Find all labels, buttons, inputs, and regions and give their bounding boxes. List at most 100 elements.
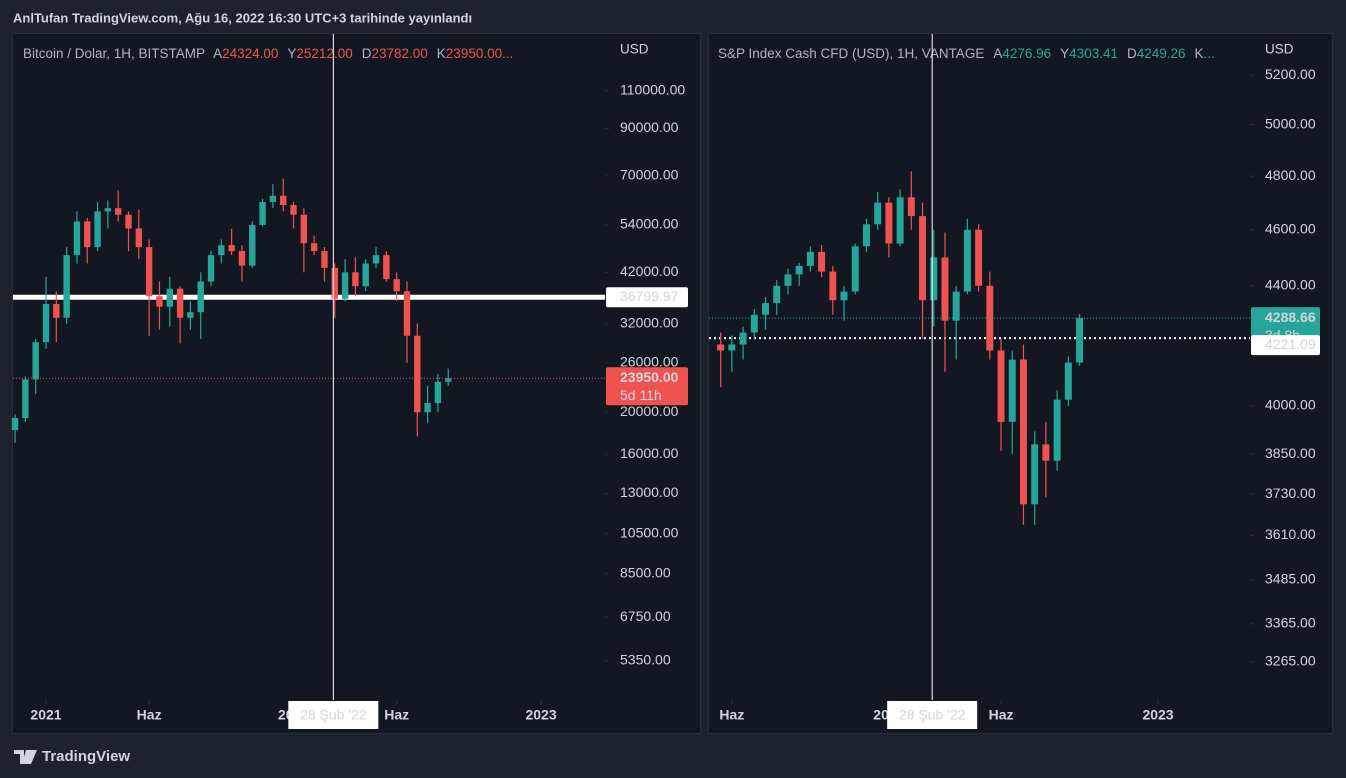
- y-tick-label: 42000.00: [620, 263, 679, 279]
- ohlc-key: Y: [1060, 46, 1069, 61]
- candle-body: [290, 205, 297, 215]
- price-line-box: [606, 287, 688, 308]
- y-tick-label: 3850.00: [1265, 445, 1316, 461]
- candle-body: [896, 197, 904, 244]
- candle-body: [352, 272, 359, 287]
- candle-body: [280, 195, 287, 206]
- ohlc-key: K: [1195, 46, 1204, 61]
- last-price-label: 23950.00: [620, 369, 679, 385]
- candle-body: [403, 291, 411, 336]
- chart-title: Bitcoin / Dolar, 1H, BITSTAMP: [23, 46, 205, 61]
- y-tick-label: 26000.00: [620, 353, 679, 369]
- x-tick-label: Haz: [989, 707, 1014, 723]
- candle-body: [115, 208, 122, 215]
- candle-body: [53, 304, 60, 318]
- panel: [12, 33, 701, 734]
- candle-body: [63, 255, 70, 318]
- candle-body: [362, 263, 369, 287]
- y-tick-label: 5000.00: [1265, 115, 1316, 131]
- candle-body: [1042, 444, 1050, 461]
- y-tick-label: 10500.00: [620, 524, 679, 540]
- ohlc-key: A: [213, 46, 222, 61]
- candle-body: [885, 202, 893, 244]
- candle-body: [1008, 359, 1016, 422]
- candle-body: [372, 255, 380, 264]
- price-line-box: [1251, 335, 1320, 356]
- ohlc-key: K: [437, 46, 446, 61]
- y-tick-label: 3265.00: [1265, 653, 1316, 669]
- candle-body: [1019, 359, 1027, 505]
- ohlc-key: Y: [287, 46, 296, 61]
- candle-body: [829, 271, 837, 301]
- candle-body: [341, 272, 349, 299]
- candle-body: [156, 296, 163, 307]
- candle-body: [310, 243, 318, 252]
- candle-body: [963, 229, 971, 292]
- ohlc-value: ...: [1204, 46, 1215, 61]
- axis-unit: USD: [620, 42, 649, 57]
- countdown: 5d 11h: [620, 387, 662, 403]
- axis-unit: USD: [1265, 42, 1294, 57]
- y-tick-label: 3730.00: [1265, 485, 1316, 501]
- candle-body: [773, 285, 781, 304]
- chart-title: S&P Index Cash CFD (USD), 1H, VANTAGE: [718, 46, 984, 61]
- candle-body: [259, 201, 266, 225]
- x-tick-label: Haz: [384, 707, 409, 723]
- candle-body: [197, 281, 204, 313]
- candle-body: [84, 221, 91, 248]
- candle-body: [1076, 318, 1084, 363]
- chart-legend: Bitcoin / Dolar, 1H, BITSTAMP A24324.00 Y2…: [23, 46, 513, 61]
- candle-body: [434, 381, 442, 404]
- y-tick-label: 4600.00: [1265, 220, 1316, 236]
- y-tick-label: 16000.00: [620, 445, 679, 461]
- crosshair-box: [288, 701, 379, 729]
- candle-body: [94, 211, 101, 248]
- candle-body: [228, 245, 235, 252]
- y-tick-label: 3365.00: [1265, 615, 1316, 631]
- candle-body: [42, 304, 50, 343]
- crosshair-box: [887, 701, 978, 729]
- candle-body: [795, 265, 803, 275]
- y-tick-label: 5350.00: [620, 652, 671, 668]
- y-tick-label: 3610.00: [1265, 526, 1316, 542]
- candle-body: [750, 314, 758, 333]
- x-tick-label: 2023: [525, 707, 556, 723]
- candle-body: [919, 216, 927, 301]
- y-tick-label: 6750.00: [620, 608, 671, 624]
- candle-body: [862, 224, 870, 247]
- candle-body: [32, 342, 39, 380]
- candle-body: [728, 344, 736, 351]
- footer: TradingView: [42, 748, 130, 765]
- candle-body: [717, 344, 725, 351]
- x-tick-label: 2023: [1142, 707, 1173, 723]
- crosshair-label: 28 Şub '22: [300, 707, 367, 723]
- candle-body: [975, 229, 983, 286]
- logo: [14, 750, 37, 764]
- candle-body: [851, 246, 859, 292]
- candle-body: [11, 417, 19, 431]
- candle-body: [166, 288, 173, 307]
- candle-body: [806, 251, 814, 266]
- candle-body: [135, 228, 143, 248]
- candle-body: [1053, 399, 1061, 461]
- y-tick-label: 90000.00: [620, 119, 679, 135]
- ohlc-key: D: [1127, 46, 1137, 61]
- candle-body: [22, 379, 29, 418]
- x-tick-label: Haz: [719, 707, 744, 723]
- y-tick-label: 5200.00: [1265, 66, 1316, 82]
- candle-body: [125, 214, 132, 229]
- y-tick-label: 54000.00: [620, 216, 679, 232]
- last-price-box: [606, 367, 688, 406]
- candle-body: [818, 251, 826, 272]
- candle-body: [73, 221, 81, 256]
- candle-body: [952, 291, 960, 321]
- header: AnlTufan TradingView.com, Ağu 16, 2022 1…: [13, 10, 472, 25]
- x-tick-label: 2021: [30, 707, 61, 723]
- y-tick-label: 4800.00: [1265, 167, 1316, 183]
- candle-body: [414, 335, 421, 413]
- candle-body: [941, 257, 949, 321]
- price-line-label: 36799.97: [620, 288, 679, 304]
- candle-body: [840, 291, 848, 301]
- candle-body: [176, 288, 184, 318]
- ohlc-value: 24324.00: [222, 46, 278, 61]
